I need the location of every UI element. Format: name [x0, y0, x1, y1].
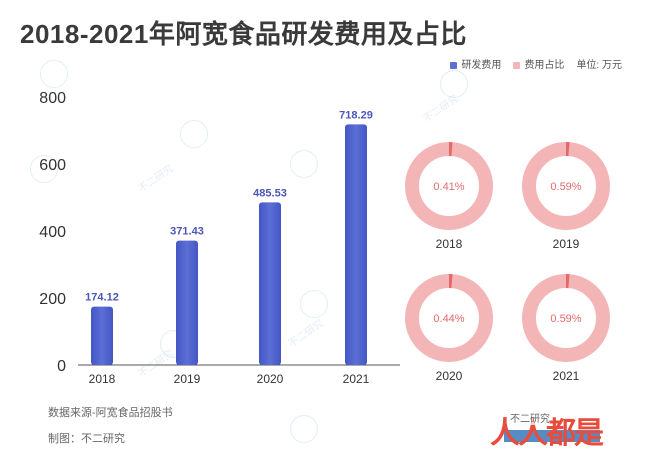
x-tick-label: 2021 — [343, 372, 370, 386]
donut-value-label: 0.44% — [433, 313, 464, 325]
donut-year-label: 2020 — [436, 369, 463, 383]
bar-value-label: 371.43 — [170, 226, 204, 238]
y-tick-label: 800 — [39, 90, 66, 107]
y-tick-label: 200 — [39, 291, 66, 308]
y-axis: 0 200 400 600 800 — [39, 90, 66, 375]
donut-value-label: 0.59% — [550, 313, 581, 325]
donut-year-label: 2021 — [553, 369, 580, 383]
logo-bar — [504, 430, 600, 442]
donut-value-label: 0.59% — [550, 181, 581, 193]
x-tick-label: 2020 — [257, 372, 284, 386]
y-tick-label: 0 — [57, 358, 66, 375]
donut-slice — [405, 142, 493, 230]
watermark-icon — [300, 290, 328, 318]
donut-year-label: 2018 — [436, 237, 463, 251]
unit-label: 单位: 万元 — [576, 60, 622, 71]
watermark-icon — [180, 120, 208, 148]
bar — [176, 240, 198, 365]
y-tick-label: 400 — [39, 224, 66, 241]
legend-label-rd-ratio: 费用占比 — [524, 60, 565, 71]
x-tick-label: 2019 — [174, 372, 201, 386]
legend-swatch-bar — [450, 61, 458, 69]
legend: 研发费用 费用占比 单位: 万元 — [450, 56, 622, 71]
bar — [345, 124, 367, 365]
legend-item-rd-ratio: 费用占比 — [513, 56, 564, 71]
watermark-icon — [290, 415, 318, 443]
bar — [259, 202, 281, 365]
bar-value-label: 485.53 — [253, 187, 287, 199]
donut-value-label: 0.41% — [433, 181, 464, 193]
donut-slice — [522, 274, 610, 362]
site-logo: 人人都是 不二研究 — [490, 408, 640, 450]
donuts-group: 0.41% 2018 0.59% 2019 0.44% 2020 0.59% 2021 — [405, 142, 610, 383]
x-tick-label: 2018 — [89, 372, 116, 386]
legend-swatch-ring — [513, 61, 521, 69]
maker-note: 制图：不二研究 — [48, 433, 125, 445]
bar-value-label: 718.29 — [339, 109, 373, 121]
bar — [91, 306, 113, 365]
donut-slice — [522, 142, 610, 230]
y-tick-label: 600 — [39, 157, 66, 174]
legend-label-rd-cost: 研发费用 — [461, 60, 502, 71]
watermark-icon — [40, 60, 68, 88]
logo-subtext: 不二研究 — [510, 410, 550, 425]
legend-item-rd-cost: 研发费用 — [450, 56, 501, 71]
chart-title: 2018-2021年阿宽食品研发费用及占比 — [20, 19, 467, 49]
bar-value-label: 174.12 — [85, 292, 119, 304]
source-note: 数据来源-阿宽食品招股书 — [48, 407, 173, 419]
watermark-icon — [290, 150, 318, 178]
watermark-icon — [30, 155, 58, 183]
bars-group: 174.12 2018 371.43 2019 485.53 2020 718.29 2021 — [85, 109, 373, 386]
donut-slice — [405, 274, 493, 362]
watermark-icon — [440, 70, 468, 98]
donut-year-label: 2019 — [553, 237, 580, 251]
